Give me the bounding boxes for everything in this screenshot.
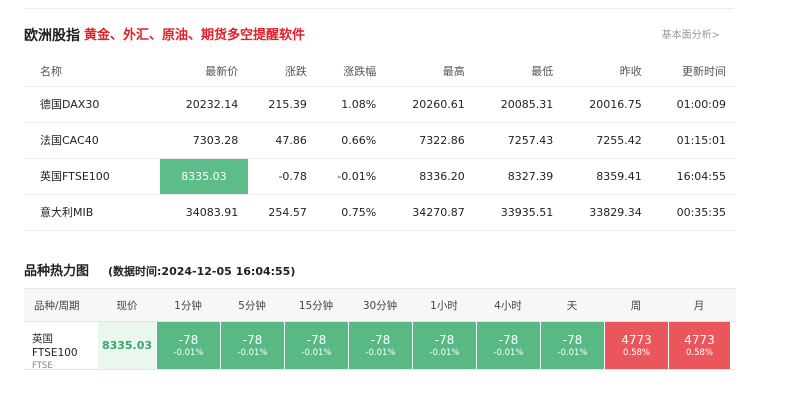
table-row[interactable]: 德国DAX30 20232.14 215.39 1.08% 20260.61 2…: [24, 85, 736, 122]
heat-pct: -0.01%: [237, 347, 268, 358]
heat-value: -78: [434, 332, 455, 347]
section-header: 欧洲股指 黄金、外汇、原油、期货多空提醒软件 基本面分析>: [24, 26, 736, 48]
col-header: 30分钟: [362, 299, 398, 312]
col-header: 品种/周期: [34, 299, 80, 312]
heat-value: -78: [370, 332, 391, 347]
promo-link[interactable]: 黄金、外汇、原油、期货多空提醒软件: [84, 28, 306, 43]
last-price: 7303.28: [159, 121, 249, 158]
index-quotes-table: 名称 最新价 涨跌 涨跌幅 最高 最低 昨收 更新时间 德国DAX30 2023…: [24, 56, 736, 231]
prev-close: 20016.75: [563, 85, 652, 122]
heat-cell-5m[interactable]: -78 -0.01%: [220, 322, 284, 369]
col-header: 月: [693, 299, 705, 312]
col-header: 天: [566, 299, 578, 312]
col-header: 昨收: [619, 64, 642, 78]
col-header: 最低: [531, 64, 554, 78]
change: 254.57: [248, 193, 317, 231]
prev-close: 8359.41: [563, 157, 652, 194]
current-price: 8335.03: [98, 322, 156, 369]
heat-cell-15m[interactable]: -78 -0.01%: [284, 322, 348, 369]
change-pct: 1.08%: [316, 85, 387, 122]
last-price: 20232.14: [159, 85, 249, 122]
col-header: 最高: [442, 64, 465, 78]
heat-pct: -0.01%: [557, 347, 588, 358]
update-time: 16:04:55: [651, 157, 736, 194]
update-time: 01:00:09: [651, 85, 736, 122]
instrument-cell[interactable]: 英国FTSE100 FTSE: [24, 322, 98, 371]
heat-pct: -0.01%: [301, 347, 332, 358]
low: 7257.43: [474, 121, 564, 158]
index-name[interactable]: 法国CAC40: [24, 121, 160, 158]
col-header: 1小时: [430, 299, 458, 312]
heat-cell-day[interactable]: -78 -0.01%: [540, 322, 604, 369]
col-header: 涨跌: [284, 64, 307, 78]
heat-cell-month[interactable]: 4773 0.58%: [668, 322, 730, 369]
high: 34270.87: [386, 193, 475, 231]
col-header: 5分钟: [238, 299, 266, 312]
update-time: 00:35:35: [651, 193, 736, 231]
table-row[interactable]: 英国FTSE100 8335.03 -0.78 -0.01% 8336.20 8…: [24, 157, 736, 194]
instrument-code: FTSE: [32, 361, 53, 371]
heatmap-row[interactable]: 英国FTSE100 FTSE 8335.03 -78 -0.01% -78 -0…: [24, 322, 736, 371]
heat-value: 4773: [621, 332, 652, 347]
last-price: 34083.91: [159, 193, 249, 231]
col-header: 4小时: [494, 299, 522, 312]
heat-cell-30m[interactable]: -78 -0.01%: [348, 322, 412, 369]
change: 47.86: [248, 121, 317, 158]
high: 8336.20: [386, 157, 475, 194]
prev-close: 7255.42: [563, 121, 652, 158]
heat-pct: -0.01%: [429, 347, 460, 358]
heat-value: -78: [306, 332, 327, 347]
col-header: 名称: [40, 64, 62, 78]
fundamental-analysis-link[interactable]: 基本面分析>: [661, 30, 720, 41]
heatmap-header-row: 品种/周期 现价 1分钟 5分钟 15分钟 30分钟 1小时 4小时 天 周 月: [24, 288, 736, 322]
heat-pct: -0.01%: [493, 347, 524, 358]
change-pct: 0.66%: [316, 121, 387, 158]
change-pct: -0.01%: [316, 157, 387, 194]
last-price: 8335.03: [159, 157, 249, 194]
change: -0.78: [248, 157, 317, 194]
change-pct: 0.75%: [316, 193, 387, 231]
col-header: 更新时间: [682, 64, 726, 78]
heat-cell-1m[interactable]: -78 -0.01%: [156, 322, 220, 369]
change: 215.39: [248, 85, 317, 122]
instrument-name: 英国FTSE100: [32, 333, 78, 359]
col-header: 现价: [116, 299, 138, 312]
update-time: 01:15:01: [651, 121, 736, 158]
col-header: 周: [630, 299, 642, 312]
index-name[interactable]: 意大利MIB: [24, 193, 160, 231]
heat-pct: -0.01%: [173, 347, 204, 358]
heat-value: -78: [242, 332, 263, 347]
heat-value: 4773: [684, 332, 715, 347]
heat-cell-1h[interactable]: -78 -0.01%: [412, 322, 476, 369]
high: 7322.86: [386, 121, 475, 158]
high: 20260.61: [386, 85, 475, 122]
heat-cell-4h[interactable]: -78 -0.01%: [476, 322, 540, 369]
index-name[interactable]: 德国DAX30: [24, 85, 160, 122]
heat-value: -78: [562, 332, 583, 347]
prev-close: 33829.34: [563, 193, 652, 231]
heatmap-data-time: (数据时间:2024-12-05 16:04:55): [108, 265, 296, 278]
low: 20085.31: [474, 85, 564, 122]
col-header: 15分钟: [298, 299, 334, 312]
low: 8327.39: [474, 157, 564, 194]
col-header: 1分钟: [174, 299, 202, 312]
table-row[interactable]: 意大利MIB 34083.91 254.57 0.75% 34270.87 33…: [24, 193, 736, 231]
index-name[interactable]: 英国FTSE100: [24, 157, 160, 194]
col-header: 最新价: [205, 64, 239, 78]
heat-pct: 0.58%: [685, 347, 713, 358]
heatmap-title: 品种热力图: [24, 264, 90, 279]
section-title: 欧洲股指: [24, 28, 80, 44]
low: 33935.51: [474, 193, 564, 231]
table-row[interactable]: 法国CAC40 7303.28 47.86 0.66% 7322.86 7257…: [24, 121, 736, 158]
heat-pct: -0.01%: [365, 347, 396, 358]
top-divider: [24, 8, 734, 9]
col-header: 涨跌幅: [343, 64, 377, 78]
heat-cell-week[interactable]: 4773 0.58%: [604, 322, 668, 369]
heat-pct: 0.58%: [622, 347, 650, 358]
heat-value: -78: [178, 332, 199, 347]
table-header-row: 名称 最新价 涨跌 涨跌幅 最高 最低 昨收 更新时间: [24, 56, 736, 86]
heat-value: -78: [498, 332, 519, 347]
heatmap-table: 品种/周期 现价 1分钟 5分钟 15分钟 30分钟 1小时 4小时 天 周 月…: [24, 288, 736, 371]
